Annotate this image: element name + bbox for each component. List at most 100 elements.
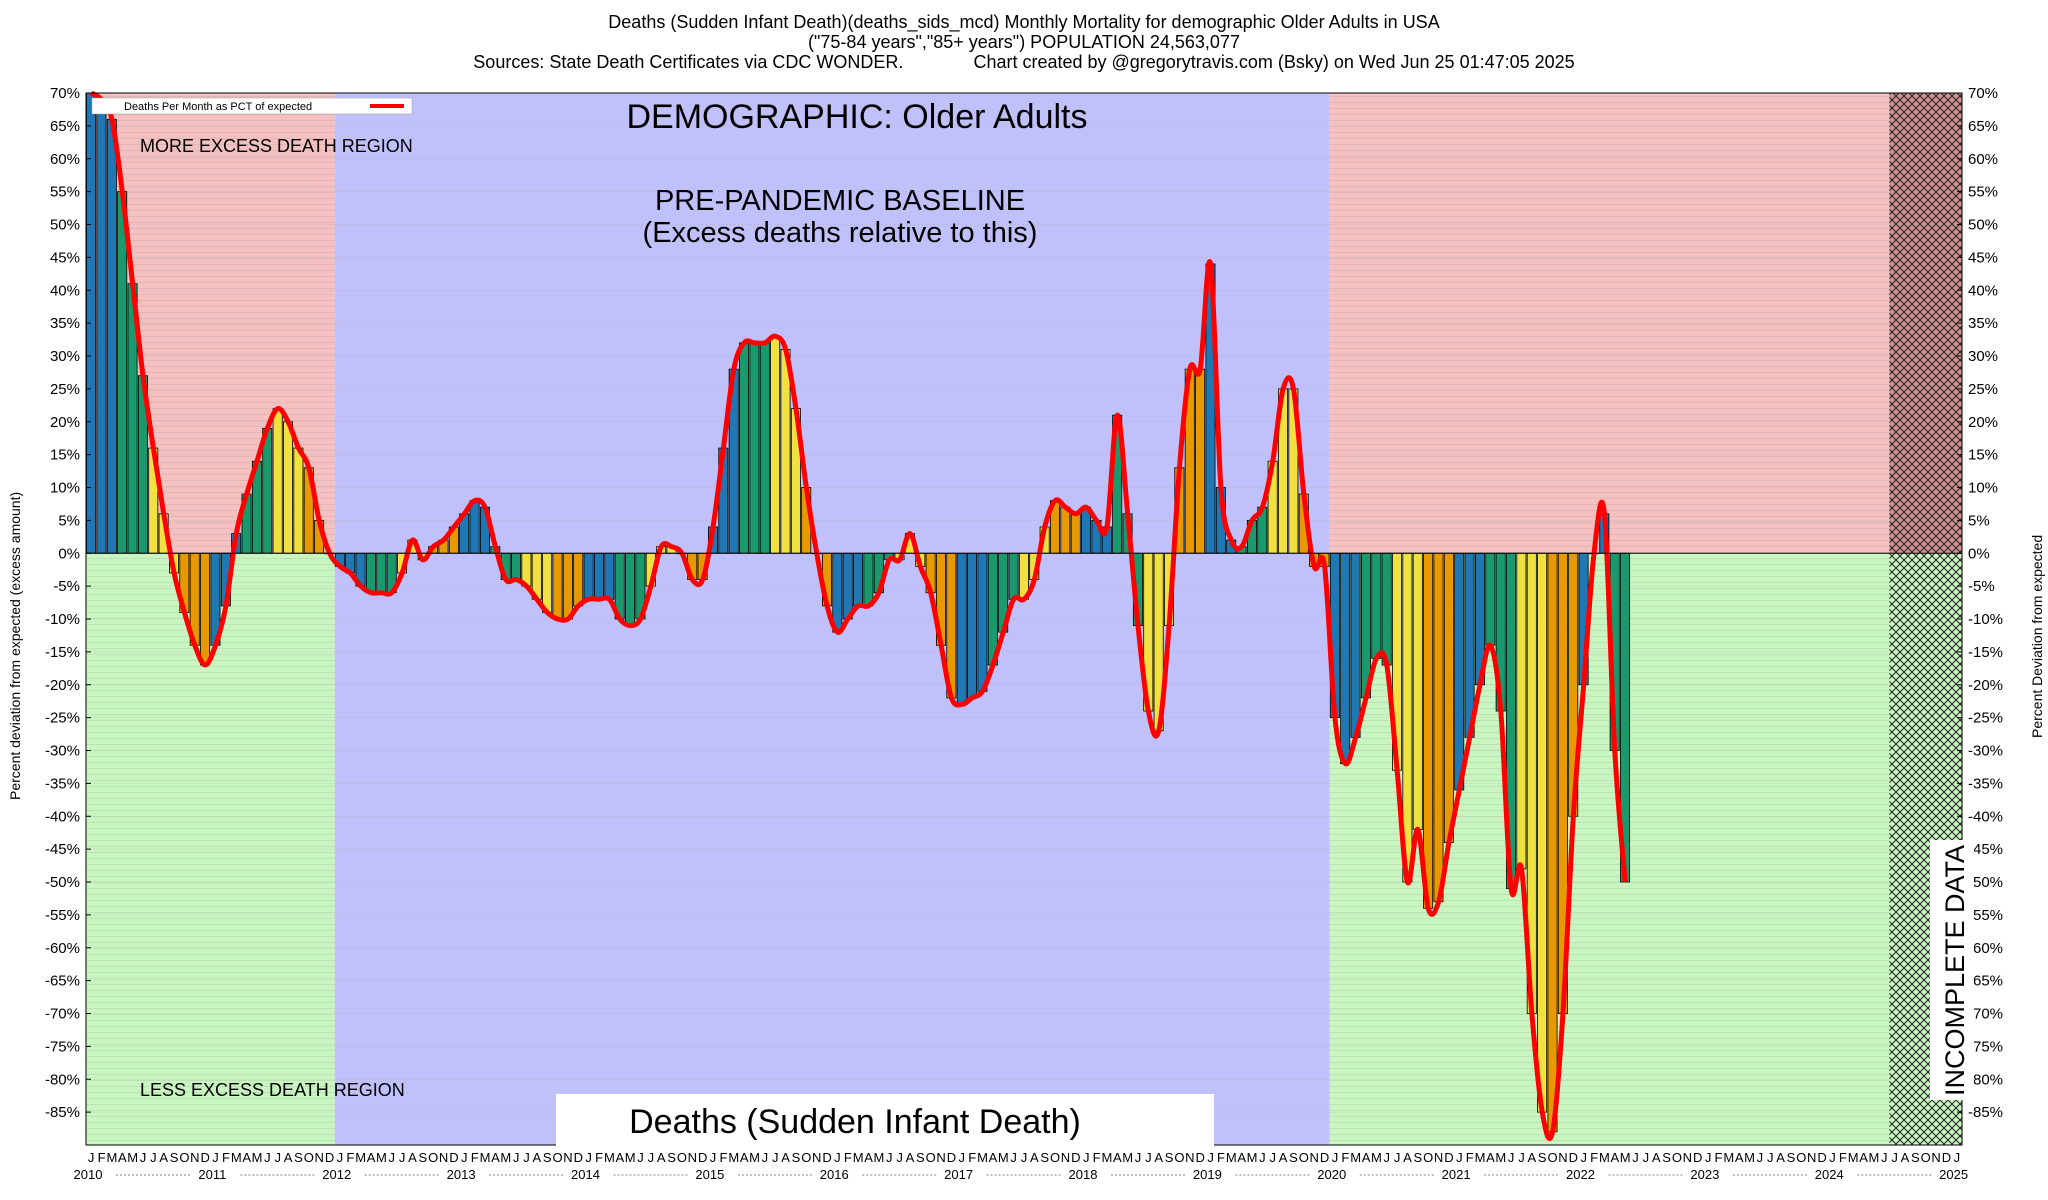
- bar: [1423, 552, 1434, 909]
- y-tick-label-left: -5%: [53, 578, 80, 595]
- x-tick-month: S: [543, 1150, 552, 1165]
- x-tick-month: J: [523, 1150, 530, 1165]
- x-tick-month: S: [1662, 1150, 1671, 1165]
- x-tick-month: M: [127, 1150, 138, 1165]
- x-tick-month: O: [1921, 1150, 1931, 1165]
- y-tick-label-left: -35%: [45, 775, 80, 792]
- x-tick-month: J: [274, 1150, 281, 1165]
- y-tick-label-right: 15%: [1968, 447, 1998, 464]
- x-tick-month: J: [150, 1150, 157, 1165]
- x-tick-month: J: [1881, 1150, 1888, 1165]
- x-tick-month: M: [252, 1150, 263, 1165]
- x-tick-month: S: [1787, 1150, 1796, 1165]
- bar: [863, 552, 874, 607]
- bar: [780, 349, 791, 554]
- x-tick-month: F: [595, 1150, 603, 1165]
- x-tick-month: A: [1652, 1150, 1661, 1165]
- x-tick-month: M: [480, 1150, 491, 1165]
- x-tick-month: A: [118, 1150, 127, 1165]
- x-tick-month: M: [1475, 1150, 1486, 1165]
- axes: 70% 70% 65% 65% 60% 60% 55% 55% 50% 50% 45% 45% 40% 4…: [45, 85, 2003, 1182]
- y-tick-label-right: -55%: [1968, 907, 2003, 924]
- y-tick-label-left: -15%: [45, 644, 80, 661]
- x-tick-month: N: [1807, 1150, 1816, 1165]
- x-tick-month: D: [325, 1150, 334, 1165]
- bar: [1443, 552, 1454, 843]
- x-tick-month: J: [1207, 1150, 1214, 1165]
- x-tick-month: J: [1010, 1150, 1017, 1165]
- bar: [1008, 552, 1019, 600]
- x-tick-month: D: [449, 1150, 458, 1165]
- y-tick-label-right: -75%: [1968, 1038, 2003, 1055]
- y-axis-right-title: Percent Deviation from expected: [2029, 535, 2045, 738]
- x-tick-month: A: [864, 1150, 873, 1165]
- x-tick-month: J: [1632, 1150, 1639, 1165]
- bar: [1433, 552, 1444, 903]
- y-tick-label-left: 65%: [50, 118, 80, 135]
- x-tick-month: A: [740, 1150, 749, 1165]
- x-tick-month: N: [812, 1150, 821, 1165]
- x-tick-month: O: [1423, 1150, 1433, 1165]
- y-tick-label-right: -80%: [1968, 1071, 2003, 1088]
- x-tick-month: O: [428, 1150, 438, 1165]
- y-tick-label-left: -50%: [45, 874, 80, 891]
- y-tick-label-left: 40%: [50, 282, 80, 299]
- y-tick-label-left: 55%: [50, 184, 80, 201]
- x-tick-month: M: [1247, 1150, 1258, 1165]
- y-tick-label-right: -5%: [1968, 578, 1995, 595]
- x-tick-month: A: [367, 1150, 376, 1165]
- x-tick-year: 2017: [944, 1167, 973, 1182]
- y-tick-label-right: 10%: [1968, 480, 1998, 497]
- x-tick-year: 2013: [447, 1167, 476, 1182]
- legend-label: Deaths Per Month as PCT of expected: [124, 101, 312, 113]
- x-tick-month: O: [1796, 1150, 1806, 1165]
- y-axis-left-title: Percent deviation from expected (excess …: [7, 492, 23, 800]
- x-tick-month: J: [648, 1150, 655, 1165]
- x-tick-month: J: [1580, 1150, 1587, 1165]
- x-tick-month: F: [719, 1150, 727, 1165]
- bar: [376, 552, 387, 594]
- x-tick-month: A: [1528, 1150, 1537, 1165]
- x-tick-month: F: [471, 1150, 479, 1165]
- x-tick-month: N: [439, 1150, 448, 1165]
- x-tick-year: 2022: [1566, 1167, 1595, 1182]
- x-tick-month: S: [916, 1150, 925, 1165]
- x-tick-month: M: [749, 1150, 760, 1165]
- y-tick-label-left: -45%: [45, 841, 80, 858]
- x-tick-month: J: [710, 1150, 717, 1165]
- y-tick-label-right: -35%: [1968, 775, 2003, 792]
- incomplete-label-box: [1930, 840, 1974, 1100]
- x-tick-month: J: [896, 1150, 903, 1165]
- x-tick-month: S: [1165, 1150, 1174, 1165]
- bar: [604, 552, 615, 600]
- x-tick-year: 2021: [1442, 1167, 1471, 1182]
- x-tick-month: A: [1030, 1150, 1039, 1165]
- x-tick-month: M: [376, 1150, 387, 1165]
- bar: [956, 552, 967, 705]
- y-tick-label-left: -75%: [45, 1038, 80, 1055]
- chart-source-line: Sources: State Death Certificates via CD…: [473, 52, 1575, 72]
- y-tick-label-left: -20%: [45, 677, 80, 694]
- y-tick-label-right: 40%: [1968, 282, 1998, 299]
- y-tick-label-left: -70%: [45, 1006, 80, 1023]
- x-tick-month: J: [762, 1150, 769, 1165]
- chart-subtitle: ("75-84 years","85+ years") POPULATION 2…: [808, 32, 1240, 52]
- x-tick-month: O: [179, 1150, 189, 1165]
- deviation-line: [89, 90, 1628, 1141]
- y-tick-label-right: -20%: [1968, 677, 2003, 694]
- x-tick-month: A: [159, 1150, 168, 1165]
- x-tick-month: J: [513, 1150, 520, 1165]
- x-tick-month: M: [1599, 1150, 1610, 1165]
- x-tick-month: J: [959, 1150, 966, 1165]
- x-tick-month: A: [906, 1150, 915, 1165]
- x-tick-month: M: [1371, 1150, 1382, 1165]
- x-tick-month: A: [1362, 1150, 1371, 1165]
- bar: [593, 552, 604, 600]
- bar: [1516, 552, 1527, 870]
- x-tick-month: M: [1350, 1150, 1361, 1165]
- x-tick-month: J: [1757, 1150, 1764, 1165]
- x-tick-month: A: [533, 1150, 542, 1165]
- bar: [739, 342, 750, 554]
- x-tick-month: A: [781, 1150, 790, 1165]
- bar: [749, 342, 760, 554]
